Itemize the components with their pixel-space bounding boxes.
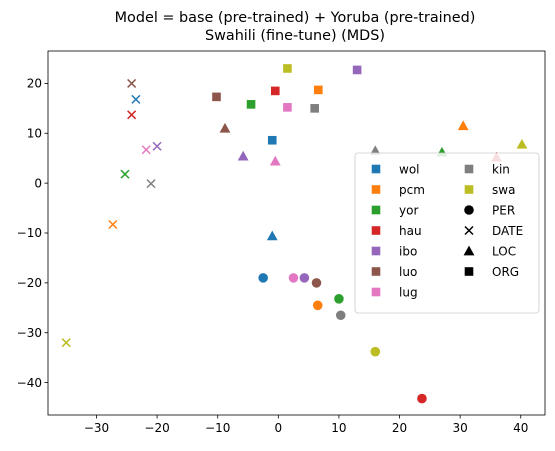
legend-item-kin-label: kin bbox=[492, 162, 510, 176]
legend-item-date-marker bbox=[464, 225, 474, 236]
y-tick-label: 10 bbox=[27, 126, 42, 140]
x-tick-label: 20 bbox=[392, 421, 407, 435]
chart-title-line-1: Model = base (pre-trained) + Yoruba (pre… bbox=[115, 10, 476, 26]
data-point-lug-date bbox=[141, 145, 151, 155]
data-point-pcm-per bbox=[312, 300, 323, 311]
legend-item-pcm-marker bbox=[371, 185, 381, 194]
data-point-ibo-date bbox=[152, 141, 162, 151]
legend-box bbox=[354, 152, 540, 314]
y-tick-label: −10 bbox=[17, 226, 42, 240]
data-point-luo-per bbox=[311, 278, 322, 288]
y-tick-label: 20 bbox=[27, 77, 42, 91]
legend-item-org-label: ORG bbox=[492, 265, 519, 279]
legend-item-per-label: PER bbox=[492, 203, 515, 217]
legend-item-loc-marker bbox=[463, 245, 475, 256]
legend-item-loc-label: LOC bbox=[492, 244, 516, 258]
legend-item-luo-marker bbox=[371, 267, 381, 276]
legend-item-hau-marker bbox=[371, 226, 381, 235]
data-point-swa-date bbox=[61, 338, 71, 348]
data-point-ibo-org bbox=[352, 65, 362, 75]
legend-item-swa-label: swa bbox=[492, 183, 515, 197]
legend-item-wol-label: wol bbox=[399, 162, 420, 176]
data-point-yor-org bbox=[246, 100, 256, 109]
legend-item-pcm-label: pcm bbox=[399, 183, 425, 197]
data-point-yor-per bbox=[334, 294, 344, 304]
data-point-hau-date bbox=[127, 110, 137, 120]
legend-item-yor-marker bbox=[371, 205, 381, 215]
data-point-lug-loc bbox=[269, 155, 281, 166]
legend-item-lug-label: lug bbox=[399, 285, 418, 299]
axes: −30 −20 −10 0 10 20 30 40 −40 −30 −20 −10 0 10 20 bbox=[17, 50, 546, 435]
data-point-wol-per bbox=[258, 273, 268, 283]
legend-item-swa-marker bbox=[464, 185, 474, 194]
x-tick-label: 40 bbox=[513, 421, 528, 435]
legend-item-lug-marker bbox=[371, 287, 381, 297]
x-tick-label: −20 bbox=[144, 421, 169, 435]
plot-area bbox=[61, 64, 528, 404]
legend-item-yor-label: yor bbox=[399, 203, 418, 217]
data-point-pcm-date bbox=[108, 219, 118, 230]
x-tick-label: 0 bbox=[274, 421, 282, 435]
x-tick-label: −30 bbox=[84, 421, 109, 435]
data-point-hau-org bbox=[270, 86, 280, 96]
data-point-luo-org bbox=[212, 92, 221, 102]
data-point-yor-date bbox=[120, 169, 130, 179]
y-tick-label: −20 bbox=[17, 276, 42, 290]
data-point-swa-per bbox=[370, 346, 381, 357]
data-point-lug-per bbox=[288, 273, 299, 283]
x-tick-label: −10 bbox=[205, 421, 230, 435]
x-tick-label: 10 bbox=[331, 421, 346, 435]
data-point-ibo-per bbox=[299, 273, 310, 283]
legend-item-ibo-label: ibo bbox=[399, 244, 417, 258]
legend-item-kin-marker bbox=[464, 164, 474, 174]
x-tick-label: 30 bbox=[453, 421, 468, 435]
legend-item-ibo-marker bbox=[371, 246, 381, 256]
legend-item-org-marker bbox=[464, 267, 474, 276]
y-tick-label: −40 bbox=[17, 376, 42, 390]
data-point-kin-org bbox=[310, 104, 319, 113]
data-point-pcm-org bbox=[314, 85, 323, 95]
legend-item-per-marker bbox=[464, 205, 474, 215]
legend-item-luo-label: luo bbox=[399, 265, 417, 279]
y-tick-label: −30 bbox=[17, 326, 42, 340]
chart-title-line-2: Swahili (fine-tune) (MDS) bbox=[205, 28, 385, 44]
data-point-wol-date bbox=[131, 94, 141, 104]
y-tick-label: 0 bbox=[34, 176, 42, 190]
legend-item-date-label: DATE bbox=[492, 224, 523, 238]
data-point-swa-loc bbox=[516, 138, 528, 149]
data-point-luo-date bbox=[127, 78, 137, 88]
data-point-kin-per bbox=[335, 310, 346, 321]
data-point-pcm-loc bbox=[457, 120, 469, 131]
data-point-kin-date bbox=[146, 179, 156, 189]
data-point-wol-loc bbox=[266, 230, 278, 241]
data-point-lug-org bbox=[283, 103, 292, 112]
data-point-wol-org bbox=[267, 135, 277, 145]
legend-item-hau-label: hau bbox=[399, 224, 422, 238]
legend-item-wol-marker bbox=[371, 164, 381, 174]
legend: wol pcm yor hau ibo luo lug kin swa PER DATE LOC ORG bbox=[354, 152, 540, 314]
data-point-hau-per bbox=[417, 393, 427, 404]
data-point-luo-loc bbox=[219, 122, 231, 133]
data-point-ibo-loc bbox=[237, 150, 249, 161]
data-point-swa-org bbox=[283, 64, 292, 73]
